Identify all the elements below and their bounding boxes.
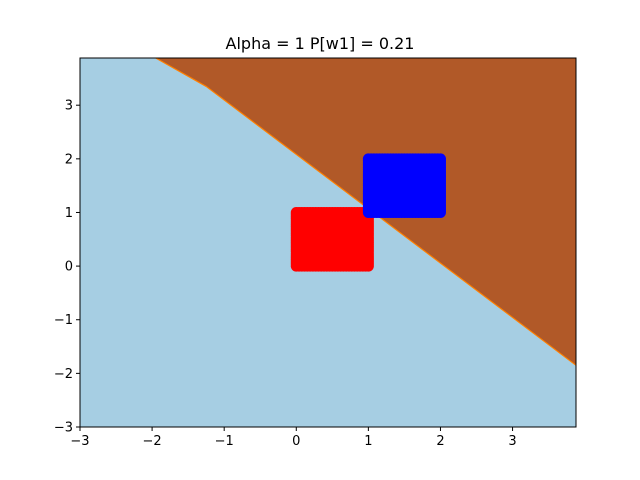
y-tick-label: 2 bbox=[65, 152, 73, 167]
y-tick-label: 0 bbox=[65, 260, 73, 275]
chart-title: Alpha = 1 P[w1] = 0.21 bbox=[226, 34, 415, 53]
x-tick-label: 1 bbox=[364, 434, 372, 449]
x-tick-label: −3 bbox=[70, 434, 89, 449]
x-tick-label: −1 bbox=[215, 434, 234, 449]
y-tick-label: 1 bbox=[65, 206, 73, 221]
scatter-point-series-1 bbox=[434, 153, 446, 165]
x-tick-label: 2 bbox=[436, 434, 444, 449]
x-axis: −3 −2 −1 0 1 2 3 bbox=[70, 427, 517, 449]
x-tick-label: −2 bbox=[143, 434, 162, 449]
x-tick-label: 0 bbox=[292, 434, 300, 449]
upper-region bbox=[155, 58, 576, 366]
y-tick-label: −1 bbox=[54, 313, 73, 328]
decision-boundary bbox=[155, 58, 576, 366]
plot-frame bbox=[79, 57, 577, 428]
y-tick-label: −2 bbox=[54, 367, 73, 382]
y-axis: −3 −2 −1 0 1 2 3 bbox=[54, 99, 80, 436]
x-tick-label: 3 bbox=[508, 434, 516, 449]
y-tick-label: −3 bbox=[54, 421, 73, 436]
plot-area bbox=[79, 57, 577, 428]
y-tick-label: 3 bbox=[65, 99, 73, 114]
scatter-points bbox=[290, 153, 446, 272]
